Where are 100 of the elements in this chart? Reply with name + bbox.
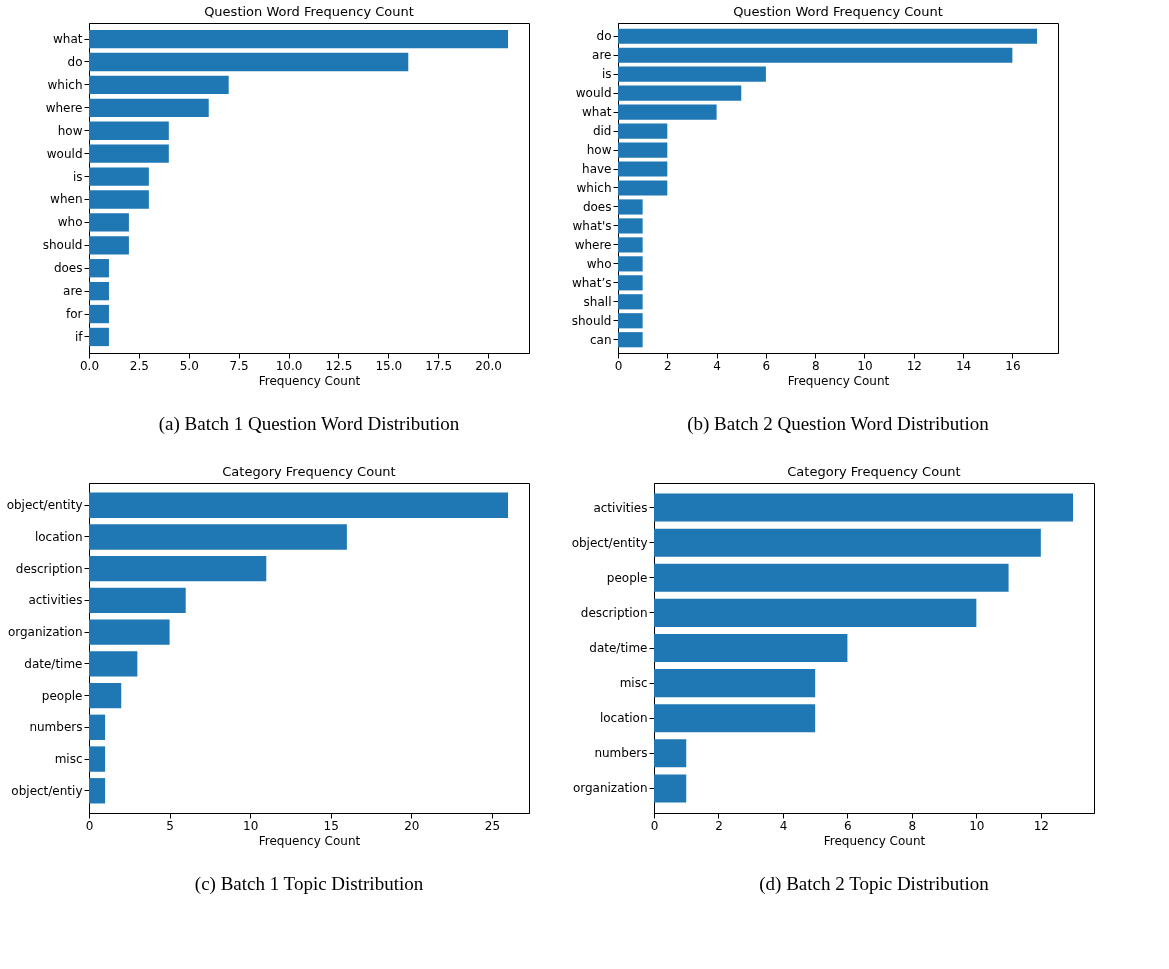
y-tick-label: people <box>606 570 648 585</box>
bar <box>89 524 347 550</box>
x-tick-label: 4 <box>779 818 788 833</box>
bar <box>654 528 1041 557</box>
x-tick-label: 4 <box>713 358 721 373</box>
bar <box>618 142 668 158</box>
y-tick-label: people <box>41 688 83 703</box>
y-tick-label: activities <box>593 500 648 515</box>
x-tick-label: 14 <box>955 358 972 373</box>
bar <box>89 144 169 163</box>
bar <box>89 281 109 301</box>
y-tick-label: where <box>45 100 83 115</box>
y-tick-label: what’s <box>571 275 612 290</box>
y-tick-label: are <box>592 48 612 63</box>
bar <box>618 332 643 348</box>
x-tick-label: 2.5 <box>129 358 149 373</box>
x-tick-label: 16 <box>1005 358 1021 373</box>
bar <box>618 313 643 329</box>
y-tick-label: should <box>571 313 612 328</box>
y-tick-label: who <box>57 215 83 230</box>
x-tick-label: 17.5 <box>425 358 453 373</box>
y-tick-label: does <box>53 261 83 276</box>
x-axis-title: Frequency Count <box>787 373 890 388</box>
bar <box>89 555 267 582</box>
bar <box>618 180 668 196</box>
y-tick-label: should <box>42 238 83 253</box>
y-tick-label: shall <box>583 294 612 309</box>
chart-title: Category Frequency Count <box>222 464 396 479</box>
bar <box>654 739 687 768</box>
text: (c) Batch 1 Topic Distribution <box>194 873 424 895</box>
bar <box>618 294 643 310</box>
y-tick-label: object/entity <box>6 498 83 513</box>
bar <box>654 669 816 698</box>
y-tick-label: date/time <box>24 656 83 671</box>
y-tick-label: what <box>53 32 83 47</box>
bar <box>618 199 643 215</box>
bar <box>89 714 106 741</box>
y-tick-label: which <box>576 181 612 195</box>
bar <box>89 213 129 232</box>
bar <box>654 563 1009 592</box>
chart-title: Category Frequency Count <box>787 464 961 479</box>
x-tick-label: 10 <box>969 818 985 833</box>
bar <box>89 236 129 255</box>
y-tick-label: activities <box>28 593 83 608</box>
x-tick-label: 5.0 <box>179 358 199 373</box>
bar <box>89 167 149 186</box>
y-tick-label: do <box>596 29 612 44</box>
y-tick-label: numbers <box>594 746 648 761</box>
bar <box>618 275 643 291</box>
y-tick-label: would <box>575 86 612 101</box>
text: (d) Batch 2 Topic Distribution <box>759 873 990 895</box>
bar <box>618 85 742 101</box>
y-tick-label: location <box>34 529 83 544</box>
bar <box>618 66 766 82</box>
y-tick-label: how <box>57 123 83 138</box>
x-tick-label: 8 <box>811 358 820 373</box>
bar <box>618 161 668 177</box>
x-tick-label: 0 <box>614 358 623 373</box>
y-tick-label: object/entity <box>571 535 648 550</box>
x-tick-label: 15.0 <box>375 358 403 373</box>
x-tick-label: 10 <box>857 358 873 373</box>
bar <box>89 327 109 347</box>
bar <box>618 256 643 272</box>
x-tick-label: 12 <box>1033 818 1049 833</box>
bar <box>89 619 170 645</box>
bar <box>618 47 1013 63</box>
x-tick-label: 2 <box>715 818 723 833</box>
x-tick-label: 6 <box>762 358 771 373</box>
x-tick-label: 25 <box>484 818 501 833</box>
x-tick-label: 10.0 <box>275 358 303 373</box>
y-tick-label: misc <box>54 752 83 767</box>
y-tick-label: description <box>15 561 83 576</box>
bar <box>89 492 509 518</box>
y-tick-label: where <box>574 237 612 252</box>
bar <box>654 598 977 627</box>
bar <box>654 633 848 663</box>
y-tick-label: if <box>74 329 84 344</box>
bar <box>89 52 409 72</box>
bar <box>89 651 138 677</box>
x-tick-label: 20 <box>404 818 420 833</box>
x-tick-label: 6 <box>844 818 852 833</box>
y-tick-label: does <box>582 199 612 214</box>
bar <box>654 774 687 803</box>
y-tick-label: description <box>580 605 648 620</box>
y-tick-label: what's <box>572 218 612 233</box>
bar <box>618 123 668 139</box>
bar <box>89 587 186 614</box>
y-tick-label: who <box>586 256 612 271</box>
x-tick-label: 5 <box>166 818 174 833</box>
y-tick-label: organization <box>7 625 83 640</box>
text: (a) Batch 1 Question Word Distribution <box>158 413 460 435</box>
y-tick-label: misc <box>619 676 648 691</box>
x-tick-label: 12.5 <box>325 358 353 373</box>
bar <box>618 28 1038 44</box>
y-tick-label: do <box>67 54 83 69</box>
bar <box>654 704 816 733</box>
y-tick-label: numbers <box>29 720 83 735</box>
y-tick-label: is <box>72 169 83 184</box>
x-axis-title: Frequency Count <box>258 373 361 388</box>
x-tick-label: 2 <box>663 358 672 373</box>
